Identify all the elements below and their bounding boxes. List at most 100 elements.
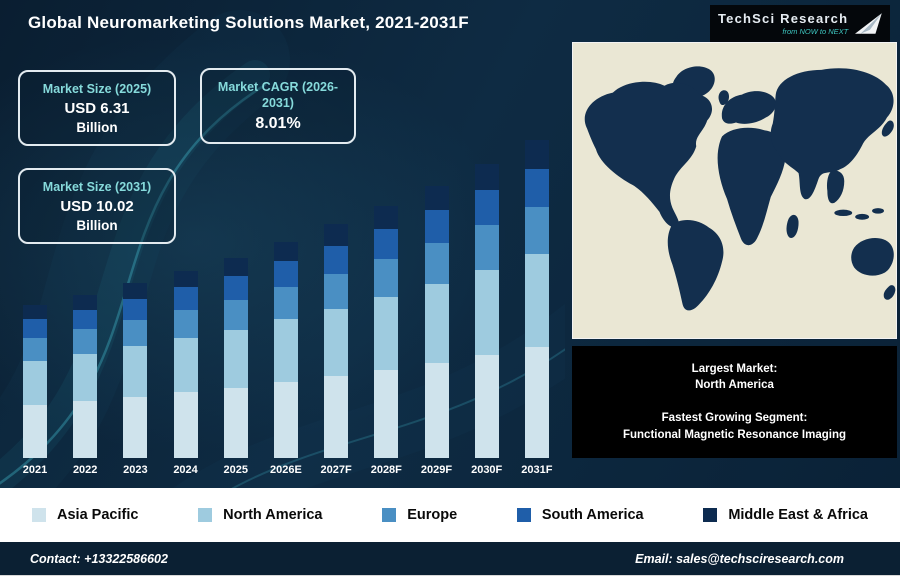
bar-segment-south-america	[73, 309, 98, 330]
stacked-bar-chart: 2021 2022 2023 2024 2025 2026E 2027F 2028F 2029F…	[12, 139, 560, 476]
legend-item-europe: Europe	[382, 507, 457, 523]
bar-segment-europe	[324, 273, 349, 309]
bar-column-2028F: 2028F	[363, 205, 409, 476]
bar-segment-europe	[23, 337, 47, 361]
bar-segment-middle-east-africa	[73, 294, 98, 310]
bar-segment-middle-east-africa	[324, 224, 349, 246]
bar-segment-asia-pacific	[173, 392, 198, 458]
logo-arrow-icon	[855, 13, 882, 34]
legend-label: Middle East & Africa	[728, 507, 868, 523]
bar-column-2023: 2023	[112, 283, 158, 476]
market-size-2025-card: Market Size (2025) USD 6.31 Billion	[18, 70, 176, 147]
bar-segment-middle-east-africa	[424, 185, 449, 210]
stat-unit: Billion	[76, 120, 118, 136]
x-axis-label: 2028F	[370, 464, 402, 476]
bar-segment-asia-pacific	[223, 387, 248, 458]
continent-europe	[721, 91, 776, 124]
bar-segment-europe	[424, 242, 449, 284]
bar-segment-north-america	[524, 254, 549, 347]
bar-segment-south-america	[324, 245, 349, 274]
legend-swatch	[32, 508, 46, 522]
bar-segment-south-america	[273, 260, 298, 287]
bar-stack	[374, 205, 399, 458]
market-cagr-card: Market CAGR (2026-2031) 8.01%	[200, 68, 356, 144]
x-axis-label: 2024	[173, 464, 198, 476]
peninsula-southeast-asia	[826, 170, 845, 204]
techsci-logo: TechSci Research from NOW to NEXT	[710, 5, 890, 42]
bar-segment-middle-east-africa	[23, 305, 47, 320]
bar-column-2021: 2021	[12, 305, 58, 476]
bar-segment-middle-east-africa	[474, 163, 499, 191]
bar-segment-asia-pacific	[73, 400, 98, 458]
world-map-graphic	[573, 43, 896, 338]
bar-segment-north-america	[73, 353, 98, 401]
bar-segment-asia-pacific	[424, 362, 449, 458]
continent-africa	[717, 127, 786, 246]
logo-text-block: TechSci Research from NOW to NEXT	[718, 11, 848, 36]
island-uk	[718, 90, 730, 106]
bar-column-2024: 2024	[163, 270, 209, 476]
legend-swatch	[703, 508, 718, 522]
bar-stack	[474, 163, 499, 458]
island-indonesia-3	[872, 208, 884, 214]
stat-value: USD 10.02	[60, 198, 134, 216]
bar-column-2031F: 2031F	[514, 139, 560, 476]
x-axis-label: 2031F	[521, 464, 553, 476]
logo-tagline: from NOW to NEXT	[782, 27, 849, 36]
continent-australia	[851, 238, 894, 276]
legend-label: North America	[223, 507, 323, 523]
x-axis-label: 2027F	[320, 464, 352, 476]
bar-segment-south-america	[123, 298, 148, 320]
island-madagascar	[786, 214, 799, 238]
legend-item-south-america: South America	[516, 507, 644, 523]
bar-segment-south-america	[424, 209, 449, 243]
bar-column-2025: 2025	[213, 257, 259, 476]
x-axis-label: 2029F	[420, 464, 453, 476]
bar-segment-europe	[73, 329, 98, 354]
bar-segment-middle-east-africa	[173, 270, 198, 288]
market-size-2031-card: Market Size (2031) USD 10.02 Billion	[18, 168, 176, 245]
chart-legend: Asia Pacific North America Europe South Ame…	[0, 488, 900, 542]
x-axis-label: 2022	[72, 464, 98, 476]
legend-label: South America	[541, 507, 644, 523]
bar-segment-north-america	[273, 319, 298, 383]
island-indonesia-2	[855, 213, 870, 220]
bar-segment-north-america	[223, 329, 248, 388]
x-axis-label: 2021	[22, 464, 48, 476]
legend-item-north-america: North America	[198, 507, 323, 523]
bar-segment-north-america	[324, 308, 349, 377]
bar-segment-north-america	[474, 269, 499, 355]
x-axis-label: 2025	[223, 464, 248, 476]
footer-bar: Contact: +13322586602 Email: sales@techs…	[0, 542, 900, 576]
bar-segment-north-america	[374, 296, 399, 370]
largest-market-label: Largest Market:	[691, 362, 778, 375]
bar-segment-north-america	[23, 360, 47, 405]
legend-swatch	[198, 508, 213, 522]
legend-swatch	[516, 508, 531, 522]
bar-segment-europe	[273, 286, 298, 320]
bar-segment-north-america	[123, 345, 148, 397]
stat-label: Market CAGR (2026-2031)	[217, 80, 339, 111]
bar-stack	[73, 294, 98, 458]
email-text: Email: sales@techsciresearch.com	[635, 551, 844, 566]
bar-segment-asia-pacific	[123, 396, 148, 458]
x-axis-label: 2026E	[270, 464, 302, 476]
bar-stack	[324, 224, 349, 458]
x-axis-label: 2030F	[471, 464, 503, 476]
stat-label: Market Size (2025)	[42, 82, 152, 96]
stat-value: 8.01%	[255, 114, 301, 132]
stat-label: Market Size (2031)	[42, 180, 152, 194]
fastest-segment-label: Fastest Growing Segment:	[661, 412, 808, 424]
market-highlights: Largest Market: North America Fastest Gr…	[572, 346, 897, 458]
bar-segment-south-america	[474, 190, 499, 226]
bar-segment-asia-pacific	[23, 404, 47, 458]
bar-segment-north-america	[173, 338, 198, 393]
bar-stack	[123, 283, 148, 458]
bar-segment-asia-pacific	[474, 354, 499, 458]
bar-stack	[223, 257, 248, 458]
stat-unit: Billion	[76, 218, 118, 234]
bar-column-2022: 2022	[62, 294, 108, 476]
bar-stack	[524, 139, 549, 458]
world-map-panel	[572, 42, 897, 339]
